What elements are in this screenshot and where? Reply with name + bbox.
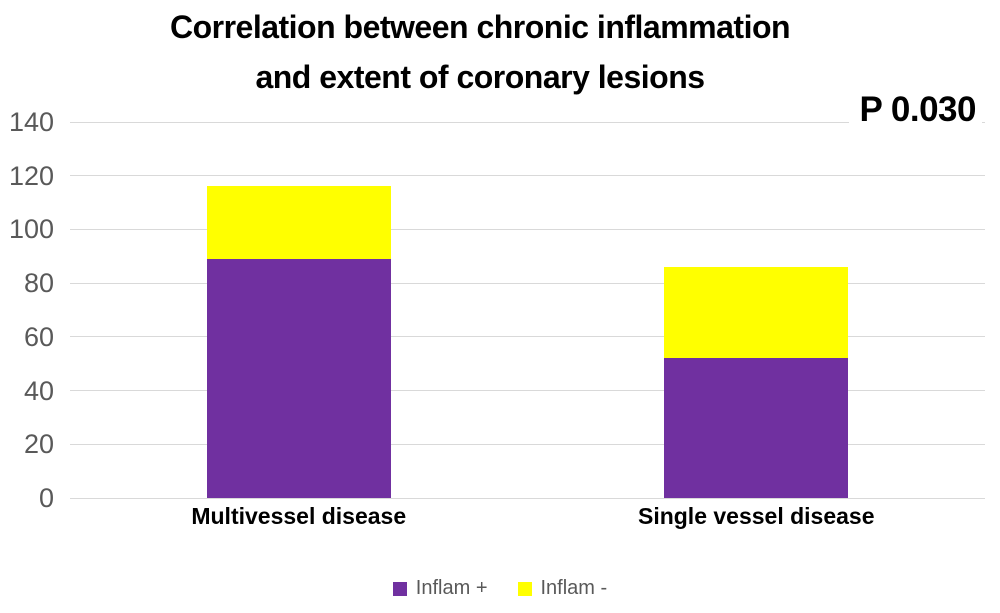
chart-title-line-1: Correlation between chronic inflammation bbox=[169, 9, 791, 45]
legend-label-inflam-positive: Inflam + bbox=[415, 577, 488, 599]
y-axis-tick-label: 80 bbox=[23, 268, 54, 299]
y-axis-tick-label: 20 bbox=[23, 429, 54, 460]
legend-item-inflam-positive: Inflam + bbox=[392, 577, 488, 600]
legend-label-inflam-negative: Inflam - bbox=[540, 577, 608, 599]
gridline bbox=[70, 497, 985, 499]
legend: Inflam + Inflam - bbox=[0, 577, 1000, 600]
gridline bbox=[70, 175, 985, 177]
gridline bbox=[70, 228, 985, 230]
gridline bbox=[70, 282, 985, 284]
legend-swatch-inflam-negative bbox=[517, 581, 532, 596]
chart-title-line-2: and extent of coronary lesions bbox=[255, 59, 705, 95]
bar-segment-inflam-multivessel-disease bbox=[206, 186, 391, 259]
bar-segment-inflam-single-vessel-disease bbox=[664, 358, 849, 498]
legend-swatch-inflam-positive bbox=[392, 581, 407, 596]
y-axis-tick-label: 40 bbox=[23, 375, 54, 406]
bar-segment-inflam-multivessel-disease bbox=[206, 258, 391, 498]
chart-title: Correlation between chronic inflammation… bbox=[0, 2, 960, 102]
p-value-annotation: P 0.030 bbox=[849, 90, 982, 132]
gridline bbox=[70, 121, 985, 123]
gridline bbox=[70, 336, 985, 338]
gridline bbox=[70, 390, 985, 392]
y-axis-tick-label: 60 bbox=[23, 321, 54, 352]
legend-item-inflam-negative: Inflam - bbox=[517, 577, 608, 600]
y-axis-tick-label: 120 bbox=[8, 160, 54, 191]
bar-segment-inflam-single-vessel-disease bbox=[664, 267, 849, 359]
y-axis-tick-label: 100 bbox=[8, 214, 54, 245]
x-axis-category-label: Multivessel disease bbox=[191, 503, 407, 529]
y-axis-tick-label: 0 bbox=[38, 483, 54, 513]
gridline bbox=[70, 443, 985, 445]
y-axis-tick-label: 140 bbox=[8, 107, 54, 137]
x-axis-category-label: Single vessel disease bbox=[637, 503, 875, 529]
